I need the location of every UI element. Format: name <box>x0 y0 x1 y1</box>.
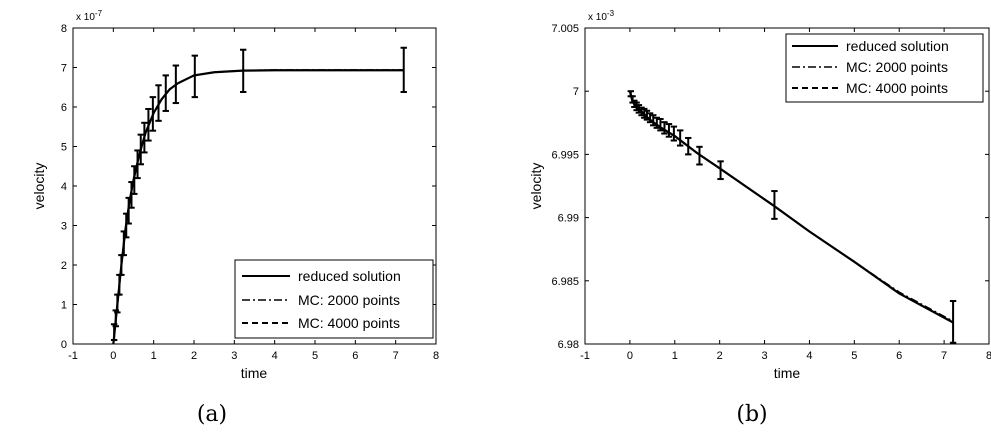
chart-a-xtick-label: 1 <box>151 350 157 362</box>
chart-b-exponent: x 10-3 <box>588 9 615 23</box>
chart-a-ytick-label: 6 <box>61 102 67 114</box>
chart-a-legend: reduced solution MC: 2000 points MC: 400… <box>234 259 434 339</box>
chart-a-errorbars <box>110 46 407 342</box>
chart-a-xtick-label: 2 <box>191 350 197 362</box>
chart-a-ytick-label: 8 <box>61 23 67 35</box>
chart-a-xlabel: time <box>241 365 268 381</box>
chart-a-ytick-label: 0 <box>61 339 67 351</box>
chart-b-legend: reduced solution MC: 2000 points MC: 400… <box>785 33 984 103</box>
chart-a-ytick-label: 7 <box>61 63 67 75</box>
chart-b-xlabel: time <box>774 365 801 381</box>
chart-b: -1 0 1 2 3 4 5 6 7 8 6.98 6.985 6.99 6.995 7 7.005 x 10… <box>528 9 991 427</box>
chart-b-legend-label-0: reduced solution <box>846 38 949 54</box>
chart-b-xtick-label: 6 <box>896 350 902 362</box>
chart-a-exponent: x 10-7 <box>76 9 103 23</box>
chart-b-ytick-label: 6.995 <box>551 149 579 161</box>
chart-a-xtick-label: 6 <box>352 350 358 362</box>
chart-b-xtick-label: 4 <box>806 350 812 362</box>
chart-b-legend-label-2: MC: 4000 points <box>846 80 948 96</box>
chart-b-ytick-label: 6.98 <box>558 339 579 351</box>
chart-b-ytick-label: 7 <box>573 86 579 98</box>
chart-a-ytick-label: 2 <box>61 260 67 272</box>
chart-b-ticks: -1 0 1 2 3 4 5 6 7 8 6.98 6.985 6.99 6.995 7 7.005 <box>551 23 991 362</box>
chart-b-ytick-label: 6.985 <box>551 276 579 288</box>
chart-a-xtick-label: 0 <box>110 350 116 362</box>
chart-a-xtick-label: 7 <box>393 350 399 362</box>
chart-b-xtick-label: -1 <box>580 350 590 362</box>
chart-b-ylabel: velocity <box>528 163 544 210</box>
chart-b-xtick-label: 1 <box>672 350 678 362</box>
chart-b-ytick-label: 6.99 <box>558 213 579 225</box>
chart-a-xtick-label: 5 <box>312 350 318 362</box>
chart-a-xtick-label: -1 <box>68 350 78 362</box>
chart-b-errorbars <box>627 90 957 344</box>
chart-a-ytick-label: 3 <box>61 221 67 233</box>
chart-a-ytick-label: 1 <box>61 300 67 312</box>
chart-b-xtick-label: 5 <box>851 350 857 362</box>
chart-a-xtick-label: 3 <box>231 350 237 362</box>
chart-a-xtick-label: 8 <box>433 350 439 362</box>
chart-a-legend-label-1: MC: 2000 points <box>298 292 400 308</box>
chart-a-ylabel: velocity <box>31 163 47 210</box>
chart-a-caption: (a) <box>197 402 227 427</box>
chart-b-legend-label-1: MC: 2000 points <box>846 59 948 75</box>
chart-b-xtick-label: 0 <box>627 350 633 362</box>
chart-a-legend-label-2: MC: 4000 points <box>298 315 400 331</box>
chart-b-xtick-label: 3 <box>761 350 767 362</box>
chart-a-legend-label-0: reduced solution <box>298 268 401 284</box>
chart-a-xtick-label: 4 <box>272 350 278 362</box>
chart-a-legend-box <box>234 259 434 339</box>
chart-a-ytick-label: 4 <box>61 181 67 193</box>
chart-a-ytick-label: 5 <box>61 142 67 154</box>
chart-b-xtick-label: 2 <box>717 350 723 362</box>
chart-b-caption: (b) <box>736 402 767 427</box>
chart-b-xtick-label: 7 <box>941 350 947 362</box>
chart-b-xtick-label: 8 <box>986 350 991 362</box>
chart-b-ytick-label: 7.005 <box>551 23 579 35</box>
